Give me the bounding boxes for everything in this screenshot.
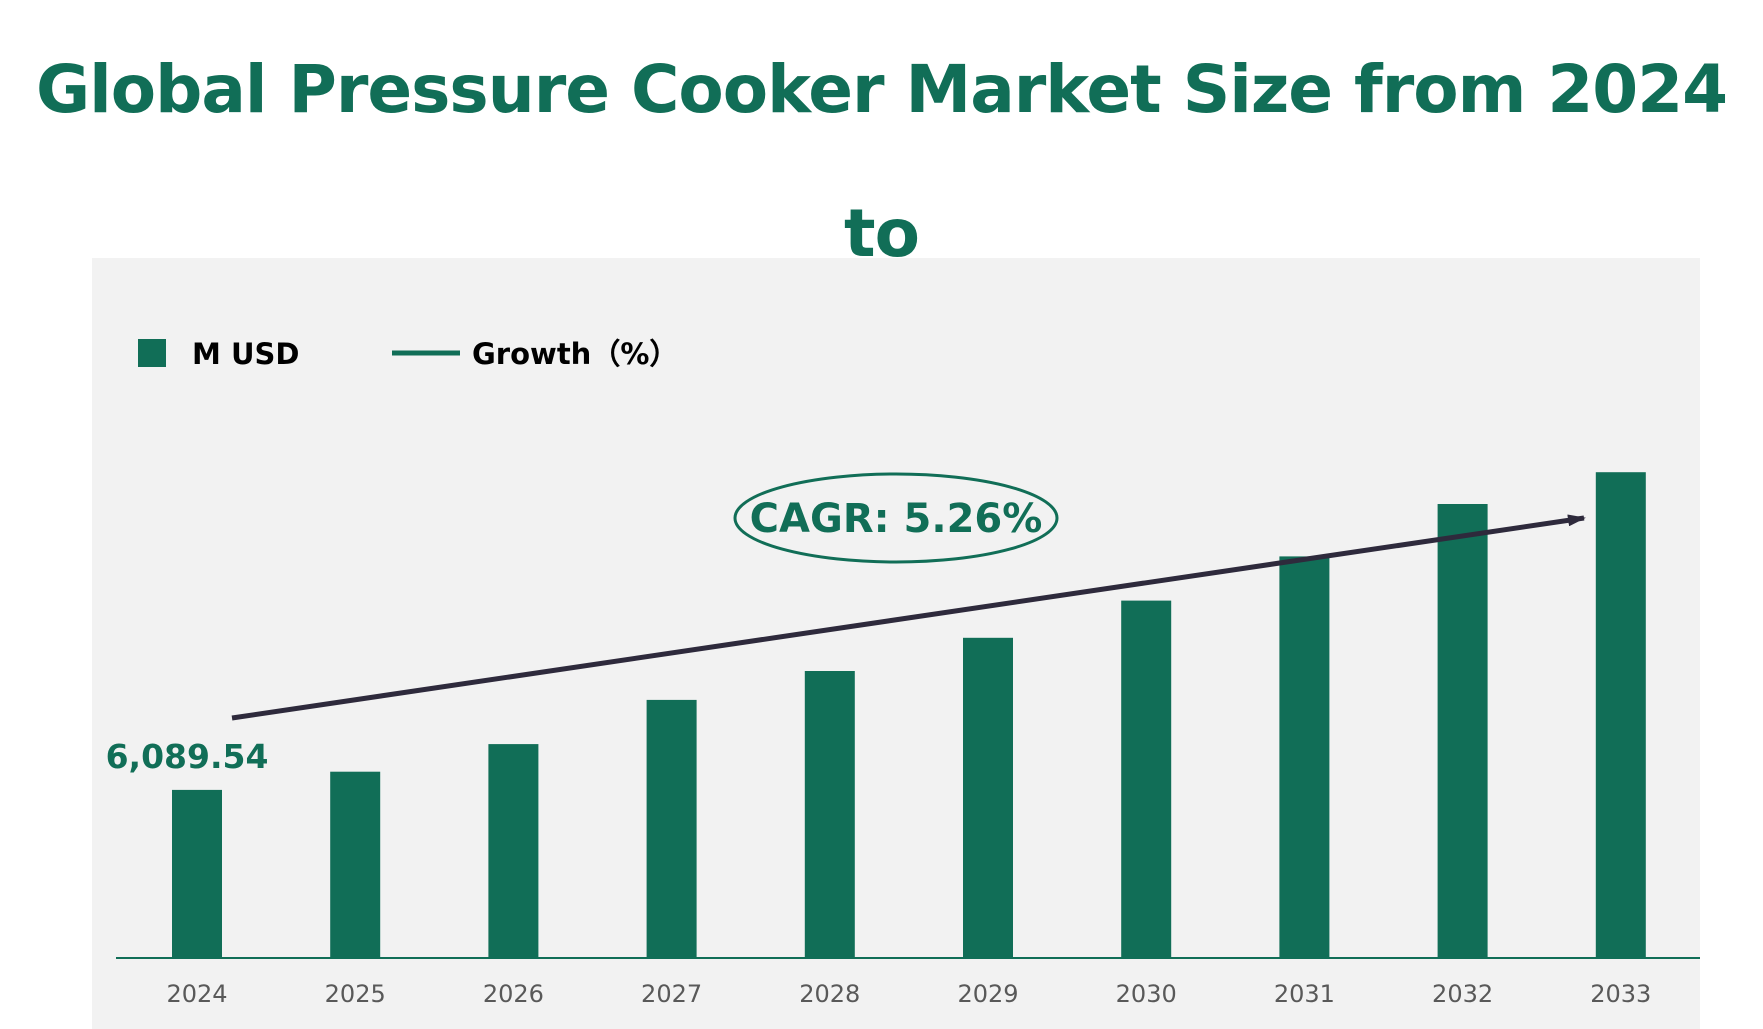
bar-2026 bbox=[488, 744, 539, 958]
cagr-ellipse bbox=[733, 472, 1059, 564]
x-tick-label-2030: 2030 bbox=[1116, 980, 1177, 1008]
x-tick-label-2025: 2025 bbox=[325, 980, 386, 1008]
bar-2024 bbox=[172, 789, 222, 958]
bar-2028 bbox=[804, 671, 855, 958]
x-tick-label-2027: 2027 bbox=[641, 980, 702, 1008]
data-label-2024: 6,089.54 bbox=[106, 737, 269, 776]
bar-2031 bbox=[1279, 556, 1330, 958]
cagr-label: CAGR: 5.26% bbox=[750, 496, 1043, 542]
x-tick-label-2024: 2024 bbox=[166, 980, 227, 1008]
trend-arrow bbox=[231, 514, 1586, 721]
bar-2029 bbox=[963, 637, 1013, 958]
legend-label-m-usd: M USD bbox=[192, 337, 299, 371]
legend-label-growth: Growth（%） bbox=[472, 337, 678, 371]
bar-2033 bbox=[1595, 472, 1646, 958]
x-tick-labels: 2024 2025 2026 2027 2028 2029 2030 2031 2032 2033 bbox=[166, 980, 1651, 1008]
bar-2025 bbox=[330, 771, 381, 958]
x-tick-label-2029: 2029 bbox=[957, 980, 1018, 1008]
x-tick-label-2026: 2026 bbox=[483, 980, 544, 1008]
chart-title-line1: Global Pressure Cooker Market Size from … bbox=[35, 51, 1728, 272]
x-tick-label-2028: 2028 bbox=[799, 980, 860, 1008]
x-tick-label-2033: 2033 bbox=[1590, 980, 1651, 1008]
bar-2027 bbox=[646, 699, 697, 958]
x-tick-label-2032: 2032 bbox=[1432, 980, 1493, 1008]
chart-title: Global Pressure Cooker Market Size from … bbox=[0, 18, 1763, 450]
bars-group bbox=[172, 472, 1646, 958]
x-tick-label-2031: 2031 bbox=[1274, 980, 1335, 1008]
bar-2030 bbox=[1121, 600, 1172, 958]
legend-swatch-m-usd bbox=[138, 339, 166, 367]
bar-2032 bbox=[1437, 504, 1488, 958]
